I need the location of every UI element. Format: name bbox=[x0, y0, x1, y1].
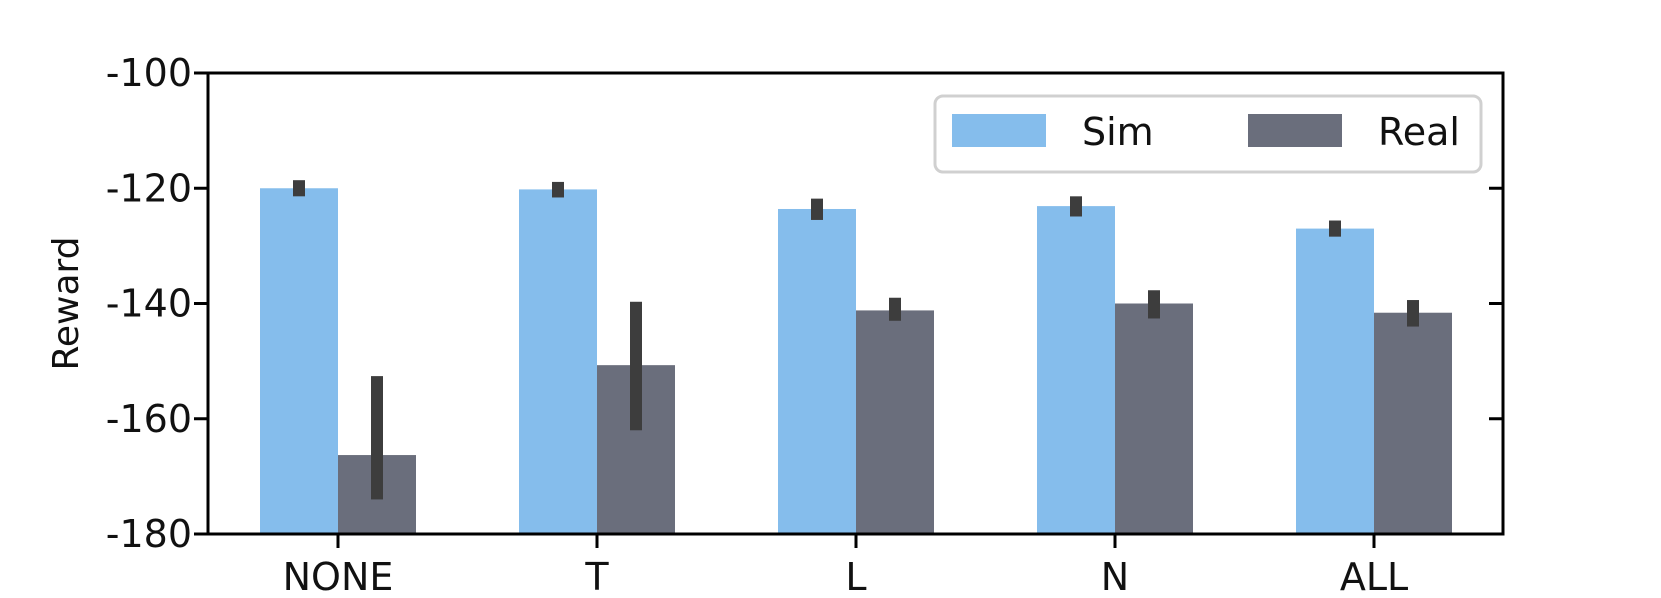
bars-layer bbox=[260, 188, 1452, 534]
x-tick-label: T bbox=[584, 555, 609, 598]
error-bar-real-none bbox=[371, 376, 383, 500]
x-tick-label: L bbox=[845, 555, 866, 598]
legend-label-sim: Sim bbox=[1082, 110, 1154, 154]
legend-label-real: Real bbox=[1378, 110, 1460, 154]
bar-real-all bbox=[1374, 312, 1452, 534]
legend-swatch-real bbox=[1248, 114, 1342, 147]
bar-real-n bbox=[1115, 303, 1193, 534]
bar-real-l bbox=[856, 310, 934, 534]
x-tick-label: NONE bbox=[283, 555, 394, 598]
error-bar-sim-none bbox=[293, 180, 305, 197]
x-tick-label: N bbox=[1101, 555, 1129, 598]
y-tick-label: -160 bbox=[106, 397, 192, 441]
legend: Sim Real bbox=[933, 94, 1483, 174]
error-bar-sim-all bbox=[1329, 220, 1341, 237]
error-bar-sim-t bbox=[552, 181, 564, 198]
ticks-layer: -180 -160 -140 -120 -100 NONE T L N ALL bbox=[106, 51, 1503, 598]
error-bar-real-l bbox=[889, 297, 901, 321]
legend-box bbox=[933, 94, 1483, 174]
y-tick-label: -140 bbox=[106, 282, 192, 326]
bar-sim-t bbox=[519, 189, 597, 534]
y-tick-label: -180 bbox=[106, 512, 192, 556]
legend-swatch-sim bbox=[952, 114, 1046, 147]
y-axis-label: Reward bbox=[46, 236, 87, 370]
bar-sim-l bbox=[778, 208, 856, 534]
bar-sim-none bbox=[260, 188, 338, 534]
error-bar-real-n bbox=[1148, 290, 1160, 319]
error-bar-real-t bbox=[630, 301, 642, 431]
error-bars-layer bbox=[293, 180, 1419, 500]
error-bar-sim-n bbox=[1070, 196, 1082, 217]
bar-sim-all bbox=[1296, 228, 1374, 534]
y-tick-label: -120 bbox=[106, 166, 192, 210]
y-tick-label: -100 bbox=[106, 51, 192, 95]
bar-sim-n bbox=[1037, 206, 1115, 534]
error-bar-real-all bbox=[1407, 300, 1419, 327]
x-tick-label: ALL bbox=[1340, 555, 1408, 598]
error-bar-sim-l bbox=[811, 198, 823, 220]
